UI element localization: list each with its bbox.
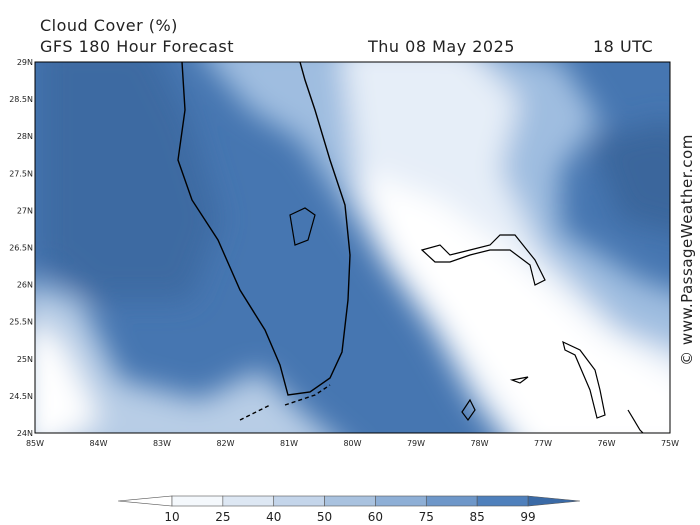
colorbar-segment bbox=[171, 495, 224, 507]
lat-label: 28N bbox=[17, 132, 33, 141]
colorbar-segment bbox=[324, 495, 376, 507]
colorbar-label: 75 bbox=[419, 510, 434, 524]
lon-label: 78W bbox=[470, 439, 488, 448]
lat-label: 24.5N bbox=[9, 392, 33, 401]
lon-label: 85W bbox=[26, 439, 44, 448]
lat-label: 26.5N bbox=[9, 244, 33, 253]
colorbar-label: 99 bbox=[520, 510, 535, 524]
subtitle: GFS 180 Hour Forecast bbox=[40, 37, 234, 56]
colorbar-label: 40 bbox=[266, 510, 281, 524]
colorbar-segment bbox=[222, 495, 275, 507]
colorbar bbox=[117, 495, 581, 507]
colorbar-segment bbox=[273, 495, 325, 507]
lon-label: 82W bbox=[216, 439, 234, 448]
colorbar-segment bbox=[375, 495, 427, 507]
colorbar-segment bbox=[425, 495, 478, 507]
lon-label: 79W bbox=[407, 439, 425, 448]
lon-label: 76W bbox=[597, 439, 615, 448]
lon-label: 83W bbox=[153, 439, 171, 448]
colorbar-label: 25 bbox=[215, 510, 230, 524]
forecast-time: 18 UTC bbox=[593, 37, 653, 56]
colorbar-label: 10 bbox=[164, 510, 179, 524]
watermark: © www.PassageWeather.com bbox=[678, 134, 696, 366]
lon-label: 81W bbox=[280, 439, 298, 448]
lon-label: 84W bbox=[89, 439, 107, 448]
lon-label: 77W bbox=[534, 439, 552, 448]
lat-label: 28.5N bbox=[9, 95, 33, 104]
lat-label: 27N bbox=[17, 206, 33, 215]
colorbar-label: 60 bbox=[368, 510, 383, 524]
colorbar-label: 50 bbox=[317, 510, 332, 524]
lat-label: 25N bbox=[17, 355, 33, 364]
lon-label: 80W bbox=[343, 439, 361, 448]
map-frame bbox=[34, 61, 671, 434]
colorbar-segment bbox=[476, 495, 529, 507]
lat-label: 25.5N bbox=[9, 318, 33, 327]
lat-label: 29N bbox=[17, 58, 33, 67]
title: Cloud Cover (%) bbox=[40, 16, 178, 35]
lon-label: 75W bbox=[661, 439, 679, 448]
lat-label: 26N bbox=[17, 281, 33, 290]
forecast-date: Thu 08 May 2025 bbox=[367, 37, 515, 56]
lat-label: 27.5N bbox=[9, 169, 33, 178]
lat-label: 24N bbox=[17, 429, 33, 438]
colorbar-label: 85 bbox=[470, 510, 485, 524]
map-field bbox=[35, 62, 670, 433]
